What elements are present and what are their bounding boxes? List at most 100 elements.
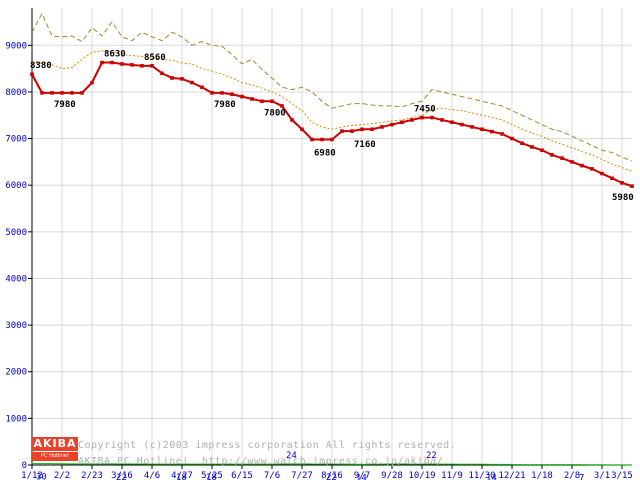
x-tick-label: 1/12 xyxy=(21,471,43,480)
series-marker-min-price xyxy=(60,91,64,95)
x-tick-label: 9/7 xyxy=(354,471,370,480)
akiba-logo: AKIBA PC Hotline! xyxy=(32,437,78,463)
series-marker-min-price xyxy=(350,129,354,133)
data-label: 18 xyxy=(206,473,217,480)
series-marker-min-price xyxy=(240,94,244,99)
x-tick-label: 1/18 xyxy=(531,471,553,480)
data-label: 30 xyxy=(36,473,47,480)
series-marker-min-price xyxy=(200,85,204,90)
series-line-shop-count xyxy=(32,463,633,466)
series-marker-min-price xyxy=(100,60,104,65)
series-marker-min-price xyxy=(140,64,144,68)
data-label: 8560 xyxy=(144,53,166,63)
series-marker-min-price xyxy=(260,99,264,104)
series-marker-min-price xyxy=(130,63,134,67)
data-label: 14 xyxy=(356,473,367,480)
data-label: 18 xyxy=(176,473,187,480)
series-marker-min-price xyxy=(170,76,174,80)
data-label: 7160 xyxy=(354,140,376,150)
y-tick-label: 1000 xyxy=(5,414,27,424)
series-marker-min-price xyxy=(400,120,404,125)
x-tick-label: 7/27 xyxy=(291,471,313,480)
y-tick-label: 2000 xyxy=(5,368,27,378)
series-marker-min-price xyxy=(160,71,164,76)
series-marker-min-price xyxy=(540,148,544,153)
x-tick-label: 2/2 xyxy=(54,471,70,480)
series-marker-min-price xyxy=(190,80,194,85)
x-tick-label: 11/30 xyxy=(468,471,495,480)
series-marker-min-price xyxy=(550,153,554,157)
akiba-logo-bottom: PC Hotline! xyxy=(32,452,78,461)
series-marker-min-price xyxy=(30,72,34,77)
series-marker-min-price xyxy=(440,118,444,122)
series-marker-min-price xyxy=(290,118,294,122)
x-tick-label: 4/6 xyxy=(144,471,160,480)
y-tick-label: 5000 xyxy=(5,228,27,238)
series-marker-min-price xyxy=(360,127,364,132)
data-label: 14 xyxy=(486,473,497,480)
data-label: 7800 xyxy=(264,108,286,118)
x-tick-label: 2/8 xyxy=(564,471,580,480)
series-marker-min-price xyxy=(280,104,284,108)
data-label: 7980 xyxy=(214,100,236,110)
data-label: 8630 xyxy=(104,50,126,60)
series-marker-min-price xyxy=(580,163,584,168)
data-label: 7 xyxy=(579,474,584,480)
series-marker-min-price xyxy=(380,125,384,129)
series-marker-min-price xyxy=(500,132,504,136)
x-tick-label: 5/25 xyxy=(201,471,223,480)
series-marker-min-price xyxy=(210,91,214,95)
y-tick-label: 3000 xyxy=(5,321,27,331)
series-marker-min-price xyxy=(250,97,254,101)
x-tick-label: 4/27 xyxy=(171,471,193,480)
series-marker-min-price xyxy=(590,167,594,171)
series-marker-min-price xyxy=(40,91,44,95)
series-marker-min-price xyxy=(480,127,484,132)
x-tick-label: 2/23 xyxy=(81,471,103,480)
data-label: 22 xyxy=(426,451,437,461)
x-tick-label: 7/6 xyxy=(264,471,280,480)
series-marker-min-price xyxy=(410,118,414,122)
x-tick-label: 8/16 xyxy=(321,471,343,480)
copyright-line-2: AKIBA PC Hotline! http://www.watch.impre… xyxy=(78,456,444,467)
series-marker-min-price xyxy=(220,91,224,95)
data-label: 24 xyxy=(286,451,297,461)
copyright-line-1: Copyright (c)2003 impress corporation Al… xyxy=(78,440,457,451)
series-line-avg-price xyxy=(31,50,633,172)
series-marker-min-price xyxy=(530,145,534,149)
data-label: 22 xyxy=(116,473,127,480)
series-marker-min-price xyxy=(270,99,274,104)
series-marker-min-price xyxy=(610,176,614,181)
x-tick-label: 3/1 xyxy=(594,471,610,480)
data-label: 5980 xyxy=(612,193,634,203)
y-tick-label: 0 xyxy=(22,461,27,471)
y-axis-tick-labels: 0 1000 2000 3000 4000 5000 6000 7000 8000 9000 xyxy=(5,41,27,471)
series-marker-min-price xyxy=(370,127,374,132)
series-marker-min-price xyxy=(120,62,124,66)
data-label: 7450 xyxy=(414,105,436,115)
series-marker-min-price xyxy=(230,92,234,97)
data-label: 6980 xyxy=(314,149,336,159)
series-marker-min-price xyxy=(180,77,184,81)
series-marker-min-price xyxy=(470,125,474,129)
series-marker-min-price xyxy=(600,171,604,176)
series-marker-min-price xyxy=(420,115,424,120)
series-marker-min-price xyxy=(430,115,434,120)
series-marker-min-price xyxy=(510,136,514,141)
series-marker-min-price xyxy=(450,120,454,125)
series-marker-min-price xyxy=(300,127,304,132)
series-marker-min-price xyxy=(460,122,464,127)
series-marker-min-price xyxy=(490,129,494,134)
x-tick-label: 10/19 xyxy=(408,471,435,480)
data-series xyxy=(30,12,634,466)
series-marker-min-price xyxy=(560,156,564,160)
series-marker-min-price xyxy=(80,91,84,95)
series-marker-min-price xyxy=(520,141,524,146)
series-line-max-price xyxy=(31,12,633,162)
data-label: 22 xyxy=(326,473,337,480)
x-axis-tick-labels: 1/12 2/2 2/23 3/16 4/6 4/27 5/25 6/15 7/6 7/27 8/1… xyxy=(21,471,633,480)
data-label: 8380 xyxy=(30,61,52,71)
